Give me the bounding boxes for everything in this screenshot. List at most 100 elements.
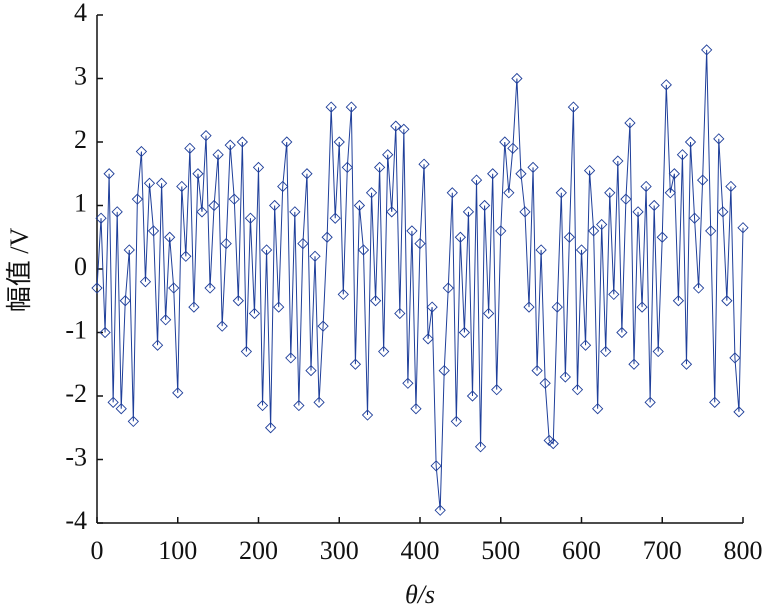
y-tick-label: -2 [65,379,87,408]
data-marker [224,139,236,151]
data-marker [495,225,507,237]
y-axis-label: 幅值 /V [5,228,34,313]
data-marker [273,301,285,313]
data-marker [107,396,119,408]
data-marker [725,180,737,193]
data-marker [414,237,426,250]
data-marker [624,117,636,129]
y-tick-label: 3 [74,61,87,90]
data-marker [442,282,454,294]
data-marker [709,396,721,408]
data-marker [151,339,164,351]
data-marker [369,295,382,307]
data-marker [672,295,685,307]
data-marker [293,399,305,412]
y-tick-label: -3 [65,442,87,471]
data-marker [333,136,345,148]
data-marker [269,199,281,212]
data-marker [309,250,321,262]
data-marker [478,199,491,212]
data-marker [551,301,563,313]
data-marker [127,415,139,428]
data-marker [172,387,184,399]
data-marker [264,422,277,434]
data-marker [184,142,196,154]
data-marker [571,384,584,396]
data-marker [196,206,208,218]
data-marker [612,155,624,167]
data-marker [99,326,111,339]
data-marker [519,206,531,218]
data-marker [394,307,406,320]
data-marker [503,187,515,199]
data-marker [289,206,301,218]
data-marker [103,168,115,180]
data-marker [499,136,511,148]
data-marker [587,225,600,237]
data-marker [365,187,378,199]
data-marker [608,288,620,301]
data-marker [600,345,612,358]
data-marker [575,244,588,256]
data-marker [353,199,366,212]
data-marker [240,345,253,358]
data-marker [91,282,103,294]
data-marker [252,161,265,174]
data-marker [260,244,273,256]
data-marker [450,415,462,428]
data-marker [357,244,370,256]
data-marker [305,364,317,377]
data-marker [555,187,567,199]
data-marker [470,174,483,186]
data-marker [684,136,697,148]
data-marker [386,206,398,218]
data-marker [341,161,353,174]
data-marker [321,231,333,243]
data-marker [212,149,224,161]
data-marker [135,145,148,158]
data-marker [567,101,580,113]
data-marker [155,177,168,189]
data-marker [729,352,741,364]
data-marker [688,212,701,224]
data-marker [256,399,269,412]
data-marker [281,136,293,148]
data-marker [620,193,632,205]
data-marker [301,168,313,180]
data-marker [462,206,475,218]
data-marker [325,101,337,113]
data-marker [111,206,123,218]
data-marker [220,237,232,250]
data-marker [248,307,261,320]
data-marker [176,180,188,193]
data-marker [535,244,547,256]
data-marker [244,212,257,224]
data-marker [733,406,745,418]
y-tick-label: 1 [74,188,87,217]
data-marker [236,136,248,148]
x-axis-label: θ/s [405,580,435,609]
data-marker [438,364,450,377]
data-marker [285,352,297,364]
x-tick-label: 400 [401,536,440,565]
data-marker [410,403,422,415]
y-tick-label: 0 [74,252,87,281]
data-marker [539,377,551,389]
data-marker [313,396,325,408]
data-marker [579,339,592,351]
data-marker [466,390,479,402]
data-marker [483,307,495,320]
y-tick-label: -4 [65,506,87,535]
data-marker [454,231,467,243]
x-tick-label: 700 [643,536,682,565]
data-marker [204,282,216,294]
y-tick-label: -1 [65,315,87,344]
data-marker [491,384,503,396]
data-marker [180,250,192,262]
data-marker [123,244,135,256]
data-marker [547,437,559,450]
data-marker [511,72,523,85]
data-marker [382,149,394,161]
data-marker [446,187,458,199]
